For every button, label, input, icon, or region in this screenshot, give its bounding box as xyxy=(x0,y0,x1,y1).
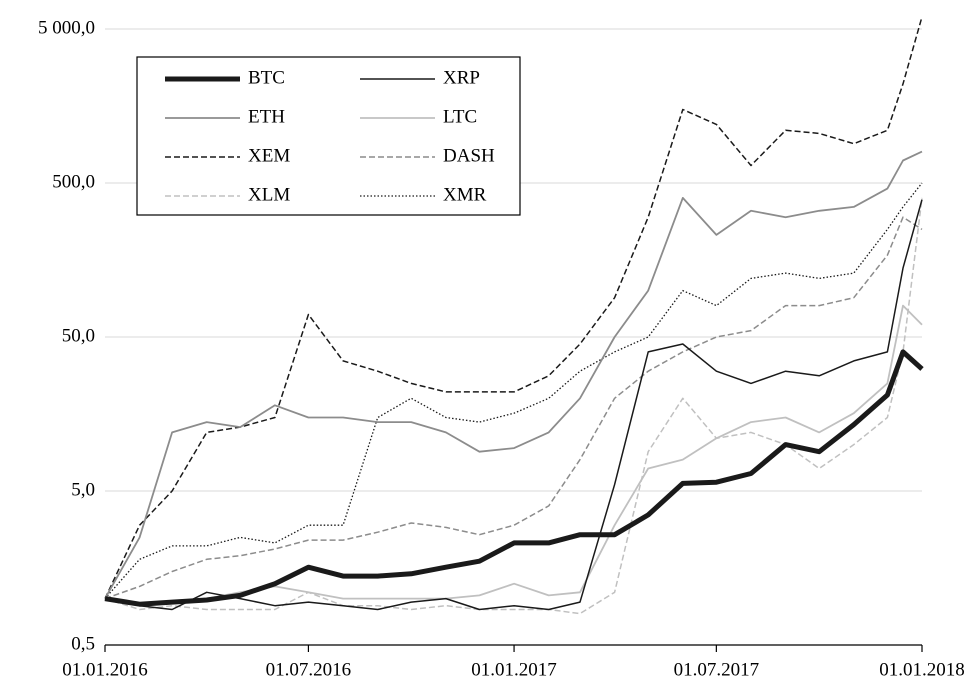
series-line xyxy=(104,182,923,600)
series-line xyxy=(104,150,923,600)
series-line xyxy=(104,197,923,615)
legend-label: XMR xyxy=(443,184,487,205)
y-tick-label: 0,5 xyxy=(71,633,95,654)
legend-label: LTC xyxy=(443,106,477,127)
y-tick-label: 5 000,0 xyxy=(38,17,95,38)
x-tick-label: 01.07.2017 xyxy=(674,659,760,680)
x-tick-label: 01.07.2016 xyxy=(266,659,352,680)
y-tick-label: 5,0 xyxy=(71,479,95,500)
y-tick-label: 50,0 xyxy=(62,325,95,346)
series-line xyxy=(104,199,923,611)
legend-box xyxy=(136,56,521,216)
legend-label: BTC xyxy=(248,67,285,88)
legend: BTC XRP ETH LTC XEM DASH XLM XMR xyxy=(136,56,521,216)
legend-label: XRP xyxy=(443,67,480,88)
y-tick-label: 500,0 xyxy=(52,171,95,192)
legend-label: XEM xyxy=(248,145,290,166)
series-line xyxy=(104,304,923,607)
legend-label: ETH xyxy=(248,106,285,127)
series-line xyxy=(104,16,923,599)
legend-label: XLM xyxy=(248,184,290,205)
x-tick-label: 01.01.2016 xyxy=(62,659,148,680)
x-tick-label: 01.01.2018 xyxy=(879,659,965,680)
series-line xyxy=(104,349,924,607)
series-line xyxy=(104,216,923,600)
legend-label: DASH xyxy=(443,145,495,166)
x-tick-label: 01.01.2017 xyxy=(471,659,557,680)
